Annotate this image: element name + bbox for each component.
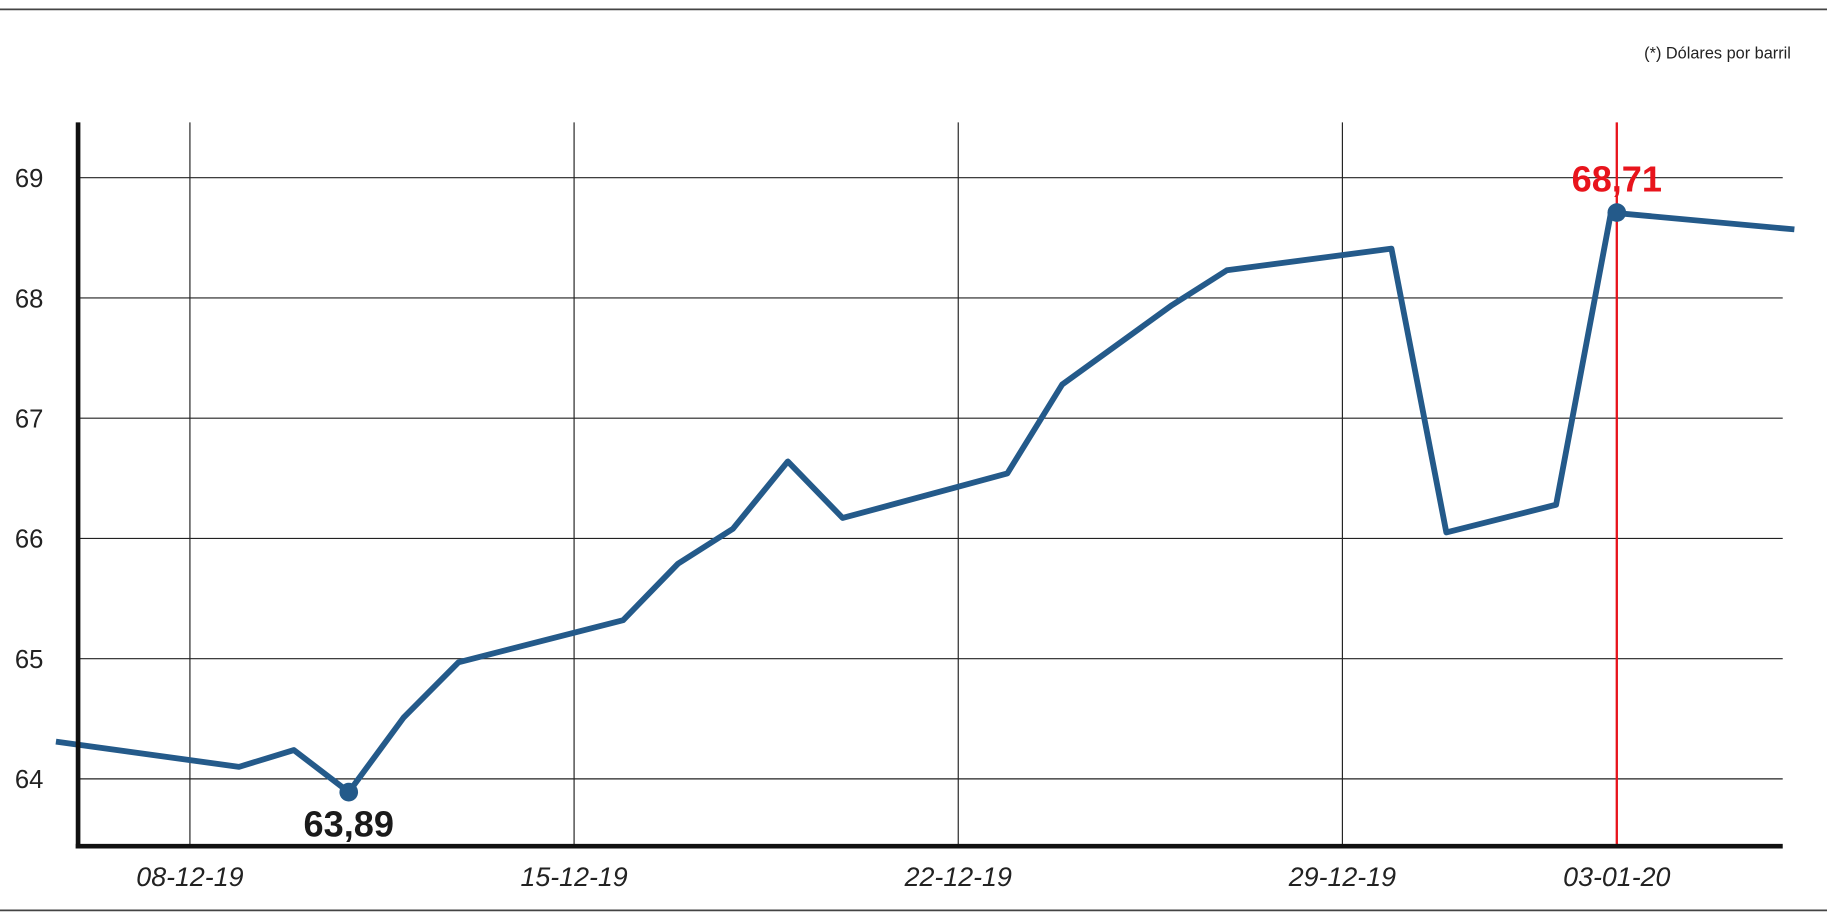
annotation-marker [339, 782, 359, 802]
min-value-label: 63,89 [304, 803, 394, 844]
x-tick-label: 03-01-20 [1563, 862, 1670, 892]
x-tick-label: 29-12-19 [1288, 862, 1396, 892]
max-value-label: 68,71 [1572, 159, 1662, 200]
y-tick-label: 69 [15, 165, 44, 193]
y-tick-label: 64 [15, 766, 44, 794]
annotation-marker [1607, 203, 1627, 222]
y-tick-label: 65 [15, 646, 44, 674]
y-tick-label: 67 [15, 405, 44, 433]
x-tick-label: 08-12-19 [136, 862, 243, 892]
price-line [55, 209, 1795, 796]
y-tick-label: 68 [15, 285, 44, 313]
x-tick-label: 22-12-19 [904, 862, 1012, 892]
y-tick-label: 66 [15, 526, 44, 554]
x-tick-label: 15-12-19 [520, 862, 627, 892]
unit-note: (*) Dólares por barril [1644, 44, 1791, 62]
